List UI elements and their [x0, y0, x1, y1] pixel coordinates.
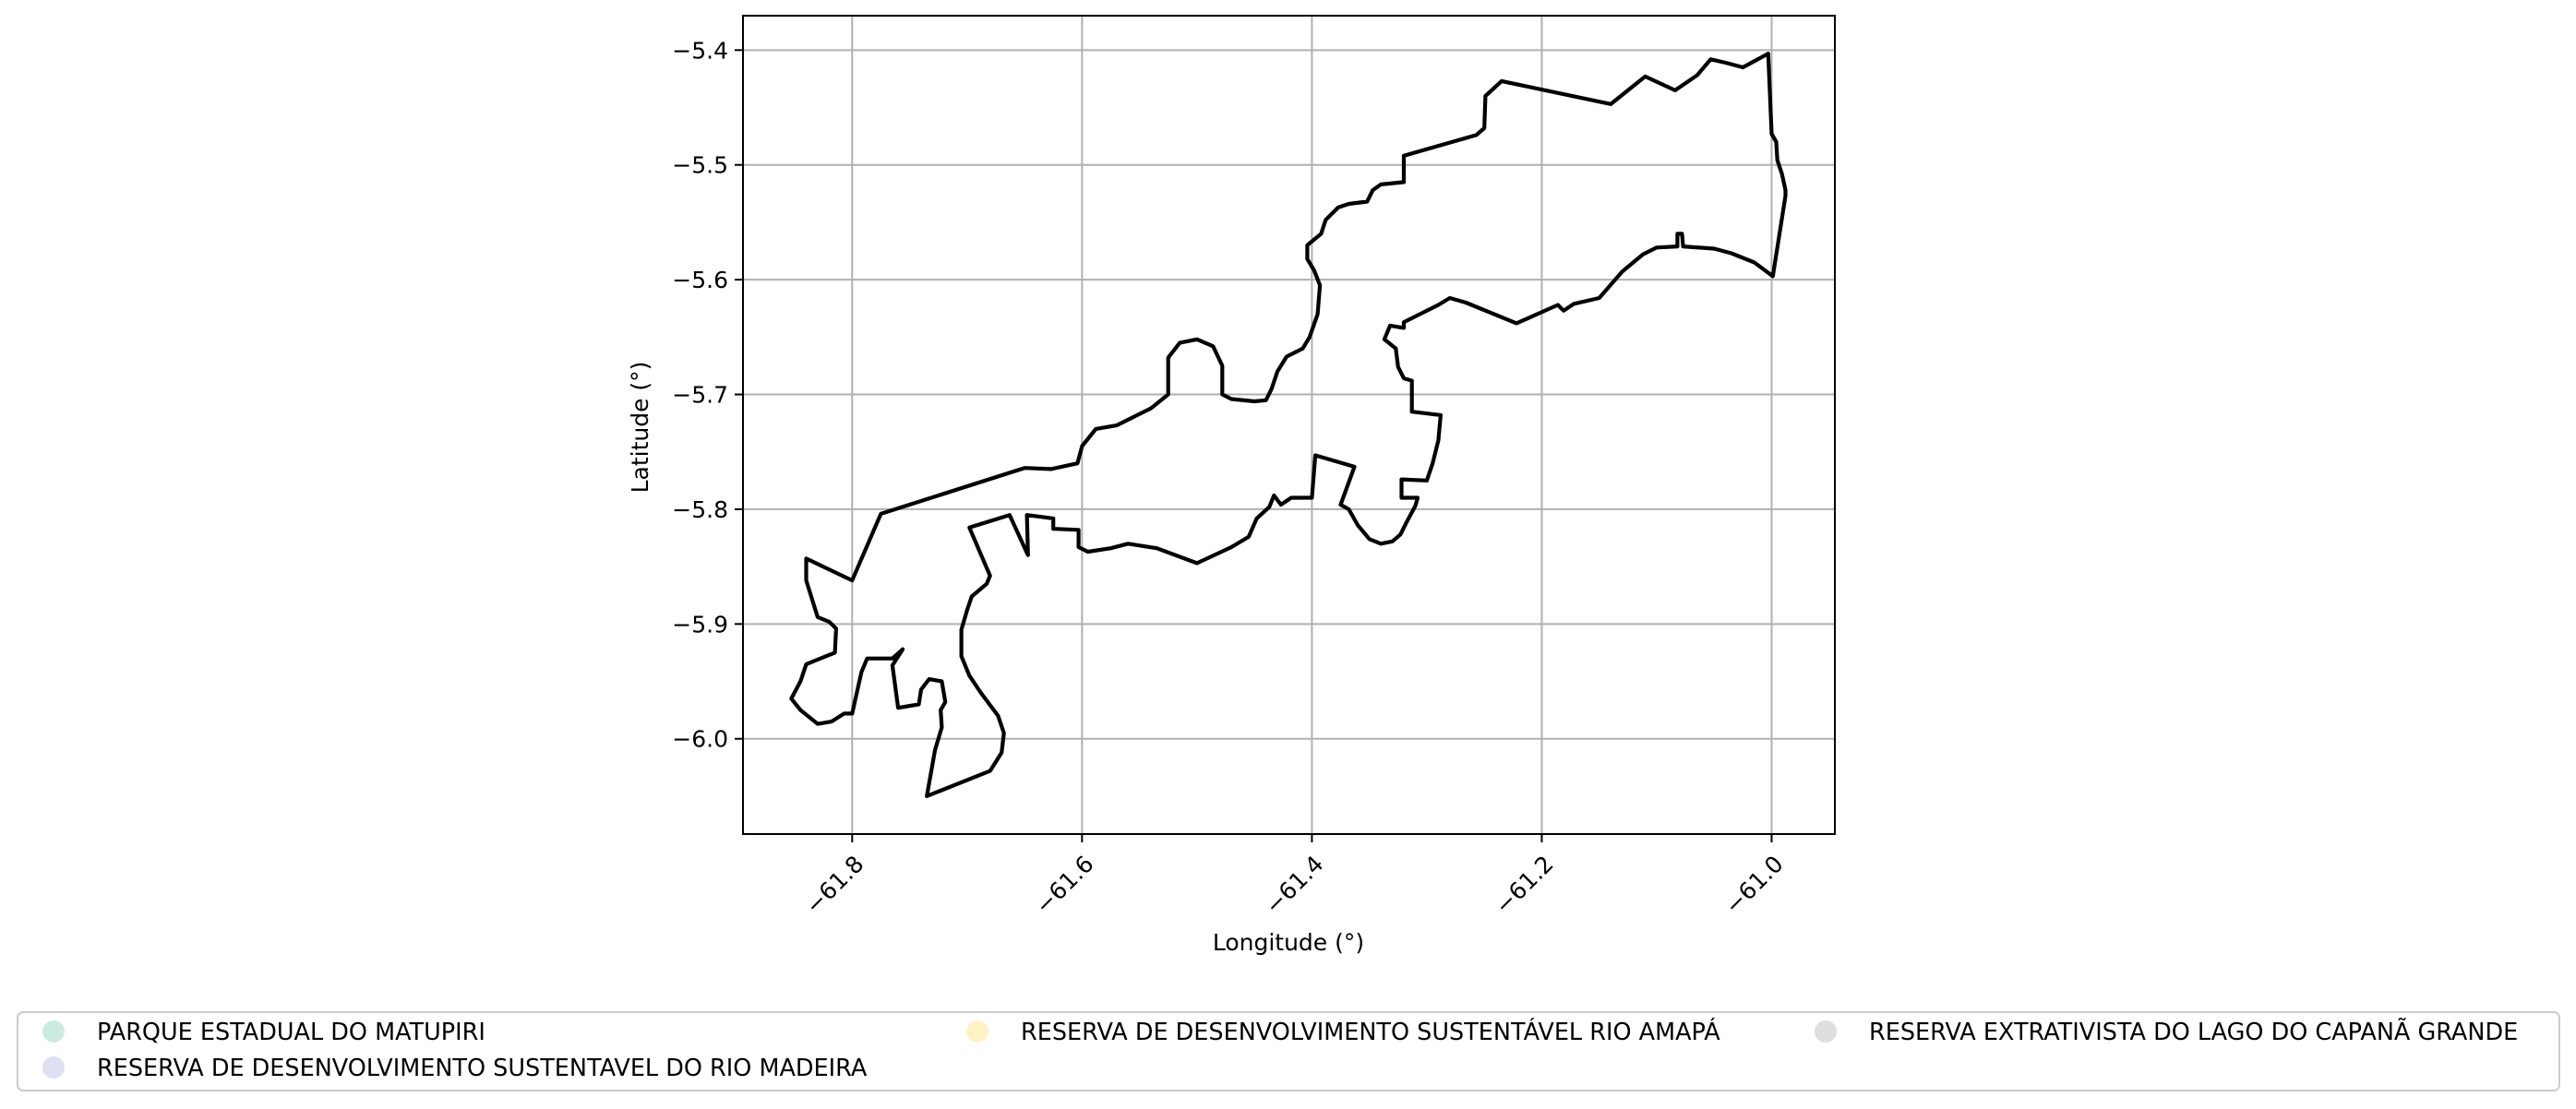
- y-axis: −5.4 −5.5 −5.6 −5.7 −5.8 −5.9 −6.0: [672, 37, 743, 753]
- protected-area-boundary: [789, 52, 1788, 798]
- legend-marker: [42, 1056, 65, 1079]
- y-tick-label: −5.6: [672, 267, 728, 293]
- legend-marker: [966, 1020, 988, 1043]
- y-tick-label: −5.9: [672, 611, 728, 638]
- y-tick-label: −5.4: [672, 37, 728, 64]
- y-tick-label: −5.5: [672, 152, 728, 179]
- legend: PARQUE ESTADUAL DO MATUPIRI RESERVA DE DE…: [17, 1011, 2560, 1091]
- y-tick-label: −5.7: [672, 382, 728, 409]
- legend-label: RESERVA DE DESENVOLVIMENTO SUSTENTÁVEL R…: [1021, 1019, 1720, 1046]
- legend-label: RESERVA DE DESENVOLVIMENTO SUSTENTAVEL D…: [97, 1055, 868, 1082]
- plot-frame: [742, 15, 1836, 835]
- y-tick-label: −5.8: [672, 496, 728, 523]
- gridlines: [743, 16, 1835, 834]
- legend-label: PARQUE ESTADUAL DO MATUPIRI: [97, 1019, 485, 1046]
- x-axis-title: Longitude (°): [1213, 929, 1364, 956]
- y-tick-label: −6.0: [672, 726, 728, 753]
- y-axis-title: Latitude (°): [627, 362, 653, 494]
- legend-marker: [1815, 1020, 1837, 1043]
- legend-marker: [42, 1020, 65, 1043]
- legend-label: RESERVA EXTRATIVISTA DO LAGO DO CAPANÃ G…: [1869, 1018, 2518, 1046]
- legend-frame: [17, 1011, 2560, 1091]
